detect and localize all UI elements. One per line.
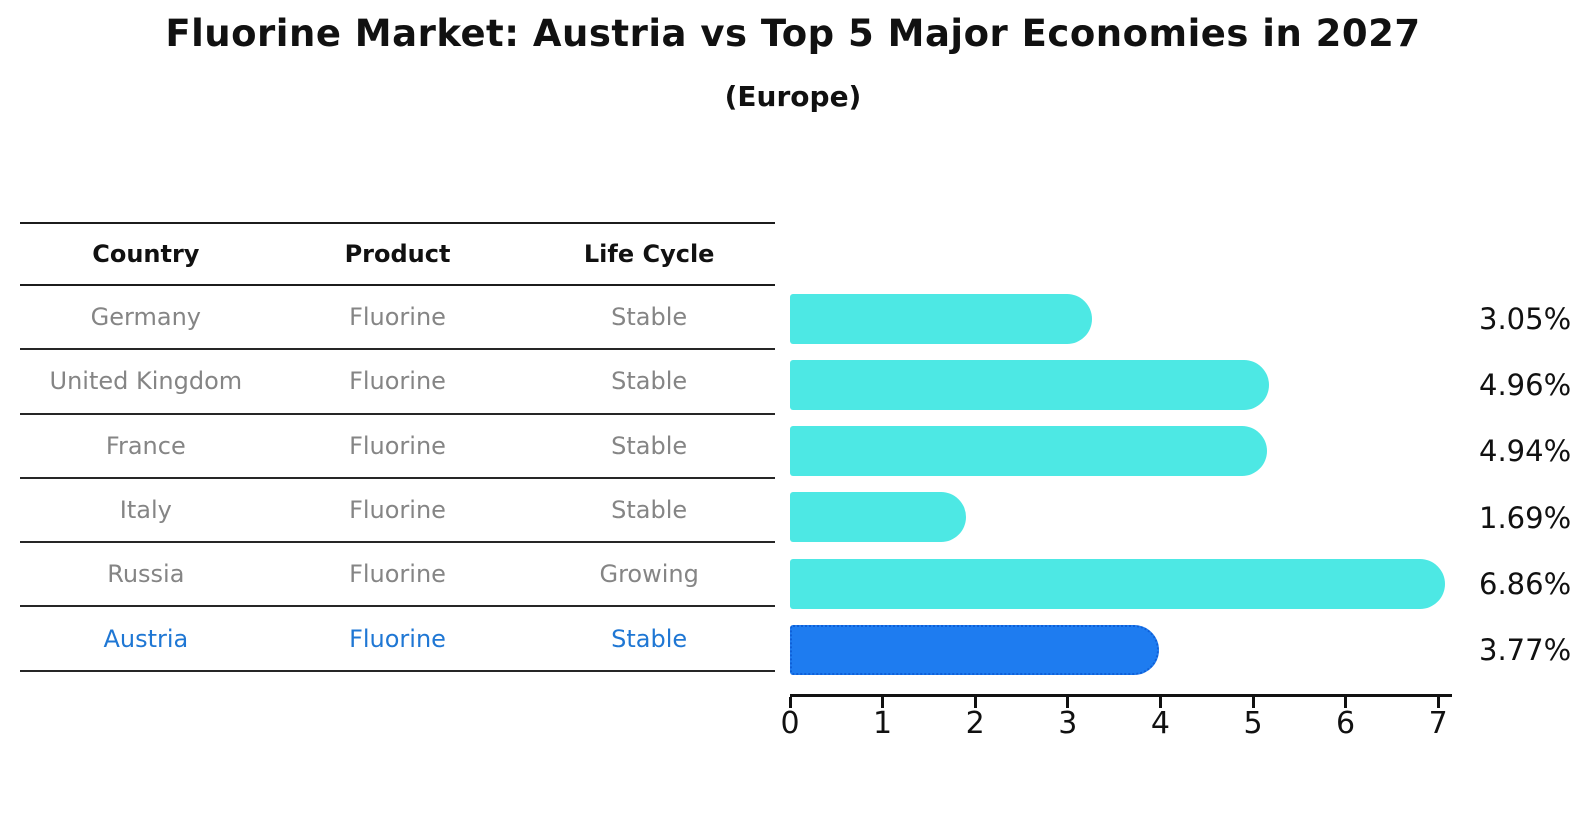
table-row: Italy Fluorine Stable — [20, 479, 775, 544]
table-row: Russia Fluorine Growing — [20, 543, 775, 608]
table-cell-product: Fluorine — [349, 624, 446, 653]
chart-subtitle: (Europe) — [724, 80, 862, 113]
chart-title: Fluorine Market: Austria vs Top 5 Major … — [165, 12, 1421, 55]
table-cell-life-cycle: Stable — [611, 303, 688, 332]
table-cell-life-cycle: Stable — [611, 496, 688, 525]
table-cell-country: Russia — [107, 560, 185, 589]
table-header-life-cycle: Life Cycle — [583, 240, 715, 268]
x-axis-tick — [1251, 697, 1255, 708]
value-label: 1.69% — [1479, 500, 1572, 535]
bar-russia — [790, 558, 1446, 609]
comparison-table: Country Product Life Cycle Germany Fluori… — [20, 222, 775, 672]
bar-united-kingdom — [790, 359, 1270, 410]
x-axis — [790, 694, 1452, 697]
table-cell-product: Fluorine — [349, 560, 446, 589]
x-axis-tick-label: 4 — [1150, 706, 1170, 741]
bar-france — [790, 426, 1268, 477]
table-cell-life-cycle: Stable — [611, 624, 688, 653]
value-label: 3.77% — [1479, 633, 1572, 668]
table-cell-life-cycle: Stable — [611, 431, 688, 460]
table-header-country: Country — [92, 240, 200, 268]
table-cell-country: Italy — [119, 496, 172, 525]
x-axis-tick — [1436, 697, 1440, 708]
x-axis-tick — [1344, 697, 1348, 708]
x-axis-tick-label: 2 — [965, 706, 985, 741]
x-axis-tick-label: 1 — [873, 706, 893, 741]
bar-germany — [790, 293, 1093, 344]
table-cell-life-cycle: Growing — [599, 560, 699, 589]
value-label: 4.94% — [1479, 434, 1572, 469]
x-axis-tick — [881, 697, 885, 708]
table-cell-product: Fluorine — [349, 367, 446, 396]
x-axis-tick — [788, 697, 792, 708]
table-header-product: Product — [344, 240, 451, 268]
x-axis-tick-label: 6 — [1336, 706, 1356, 741]
table-cell-country: Austria — [103, 624, 189, 653]
x-axis-tick — [973, 697, 977, 708]
value-label: 6.86% — [1479, 566, 1572, 601]
x-axis-tick-label: 5 — [1243, 706, 1263, 741]
x-axis-tick-label: 7 — [1428, 706, 1448, 741]
table-body: Germany Fluorine Stable United Kingdom Fluor… — [20, 286, 775, 672]
value-label: 3.05% — [1479, 301, 1572, 336]
table-cell-product: Fluorine — [349, 303, 446, 332]
table-row: France Fluorine Stable — [20, 415, 775, 479]
table-cell-product: Fluorine — [349, 496, 446, 525]
table-row: Austria Fluorine Stable — [20, 607, 775, 672]
value-label: 4.96% — [1479, 367, 1572, 402]
table-cell-country: United Kingdom — [49, 367, 243, 396]
x-axis-tick-label: 0 — [780, 706, 800, 741]
x-axis-tick-label: 3 — [1058, 706, 1078, 741]
table-cell-country: France — [105, 431, 186, 460]
x-axis-tick — [1066, 697, 1070, 708]
table-cell-product: Fluorine — [349, 431, 446, 460]
table-row: Germany Fluorine Stable — [20, 286, 775, 351]
table-cell-country: Germany — [90, 303, 201, 332]
table-header-row: Country Product Life Cycle — [20, 224, 775, 286]
bar-italy — [790, 492, 967, 543]
table-row: United Kingdom Fluorine Stable — [20, 350, 775, 415]
bar-highlighted-austria — [790, 625, 1160, 676]
table-cell-life-cycle: Stable — [611, 367, 688, 396]
x-axis-tick — [1158, 697, 1162, 708]
